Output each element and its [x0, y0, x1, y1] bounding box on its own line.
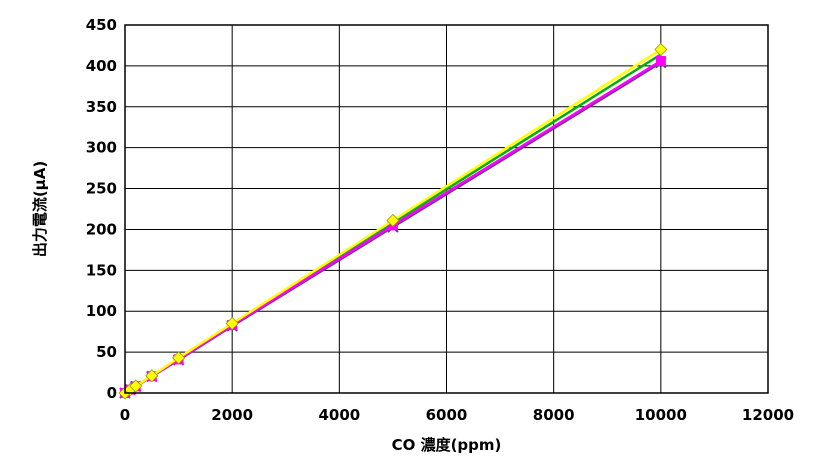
y-tick-label: 450	[86, 16, 117, 34]
x-tick-label: 12000	[742, 406, 794, 424]
y-tick-label: 250	[86, 180, 117, 198]
data-point	[172, 351, 186, 365]
data-point	[129, 379, 143, 393]
x-tick-label: 10000	[635, 406, 687, 424]
y-tick-label: 150	[86, 261, 117, 279]
x-tick-label: 2000	[211, 406, 253, 424]
x-axis-title: CO 濃度(ppm)	[392, 436, 502, 454]
data-point	[225, 316, 239, 331]
y-tick-label: 50	[96, 343, 117, 361]
plot-border	[124, 24, 769, 394]
data-point	[145, 369, 159, 383]
y-tick-label: 400	[86, 57, 117, 75]
y-axis-title: 出力電流(μA)	[31, 161, 49, 257]
x-tick-label: 6000	[426, 406, 468, 424]
y-tick-label: 0	[107, 384, 117, 402]
y-tick-label: 200	[86, 220, 117, 238]
y-tick-label: 300	[86, 139, 117, 157]
data-point	[386, 213, 400, 228]
y-tick-label: 100	[86, 302, 117, 320]
tick-labels: 0 50 100 150 200 250 300 350 400 450 0 2000 4000 6000…	[86, 16, 794, 424]
data-point	[654, 42, 668, 57]
x-tick-label: 8000	[533, 406, 575, 424]
x-tick-label: 0	[120, 406, 130, 424]
data-point	[655, 55, 666, 66]
y-tick-label: 350	[86, 98, 117, 116]
x-tick-label: 4000	[318, 406, 360, 424]
grid	[125, 25, 768, 393]
